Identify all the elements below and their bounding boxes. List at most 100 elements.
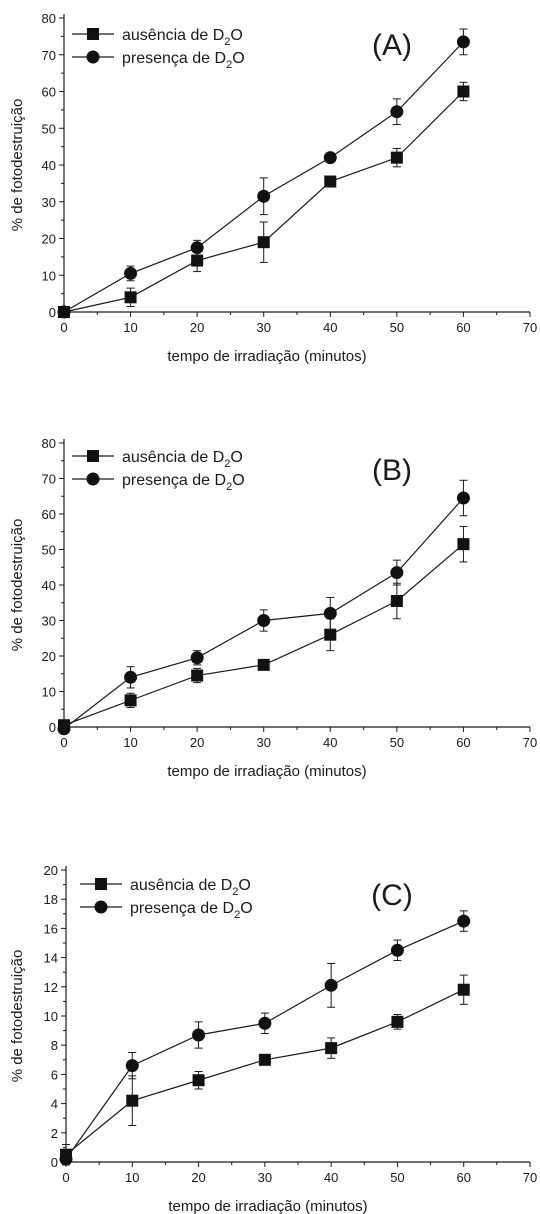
legend-marker-square xyxy=(95,878,107,890)
data-point-square xyxy=(324,628,337,641)
x-tick-label: 40 xyxy=(323,735,337,750)
y-tick-label: 60 xyxy=(42,85,56,100)
y-tick-label: 0 xyxy=(51,1155,58,1170)
series-circle xyxy=(57,28,470,319)
y-tick-label: 20 xyxy=(42,232,56,247)
y-tick-label: 70 xyxy=(42,48,56,63)
data-point-square xyxy=(457,983,470,996)
y-tick-label: 8 xyxy=(51,1038,58,1053)
data-point-circle xyxy=(125,1059,139,1073)
legend-entry: ausência de D2O xyxy=(72,27,243,48)
data-point-circle xyxy=(323,606,337,620)
y-tick-label: 10 xyxy=(42,268,56,283)
x-tick-label: 30 xyxy=(256,320,270,335)
legend-entry: presença de D2O xyxy=(80,900,253,921)
legend-label-subscript: 2 xyxy=(224,36,230,48)
chart-panel-2: 0 10 20 30 40 50 60 70 0 10 20 30 40 50 60 70 80 tempo de… xyxy=(9,436,537,780)
data-point-circle xyxy=(323,151,337,165)
data-point-square xyxy=(390,594,403,607)
x-tick-label: 0 xyxy=(60,735,67,750)
legend-label-text: ausência de D xyxy=(122,449,224,466)
y-tick-label: 50 xyxy=(42,543,56,558)
series-square xyxy=(60,974,470,1166)
data-point-square xyxy=(325,1042,338,1055)
data-point-circle xyxy=(390,943,404,957)
x-tick-label: 20 xyxy=(190,735,204,750)
data-point-circle xyxy=(258,1016,272,1030)
legend-label: ausência de D2O xyxy=(122,449,243,470)
legend-label: ausência de D2O xyxy=(130,877,251,898)
y-tick-label: 30 xyxy=(42,614,56,629)
legend-entry: presença de D2O xyxy=(72,472,245,493)
legend-label: ausência de D2O xyxy=(122,27,243,48)
data-point-square xyxy=(124,694,137,707)
data-point-circle xyxy=(457,914,471,928)
data-point-square xyxy=(257,236,270,249)
y-tick-label: 20 xyxy=(42,649,56,664)
legend-entry: ausência de D2O xyxy=(80,877,251,898)
legend-marker-circle xyxy=(94,900,108,914)
y-tick-label: 20 xyxy=(44,863,58,878)
legend-label: presença de D2O xyxy=(122,50,245,71)
y-tick-label: 40 xyxy=(42,158,56,173)
x-tick-label: 50 xyxy=(390,1170,404,1185)
data-point-circle xyxy=(190,651,204,665)
x-tick-label: 0 xyxy=(60,320,67,335)
x-tick-label: 50 xyxy=(390,735,404,750)
legend-label-subscript: 2 xyxy=(224,458,230,470)
x-axis-label: tempo de irradiação (minutos) xyxy=(167,763,366,780)
data-point-circle xyxy=(124,266,138,280)
y-tick-label: 14 xyxy=(44,951,58,966)
series-line xyxy=(63,41,464,313)
panel-label: (A) xyxy=(372,29,412,62)
panel-label: (B) xyxy=(372,454,412,487)
y-tick-label: 80 xyxy=(42,436,56,451)
data-point-circle xyxy=(257,189,271,203)
legend-marker-square xyxy=(87,28,99,40)
legend-label-text: presença de D xyxy=(122,472,226,489)
data-point-square xyxy=(192,1074,205,1087)
legend-label-text: O xyxy=(232,472,244,489)
y-tick-label: 0 xyxy=(49,720,56,735)
data-point-circle xyxy=(390,105,404,119)
data-point-square xyxy=(391,1015,404,1028)
x-tick-label: 0 xyxy=(62,1170,69,1185)
legend-marker-circle xyxy=(86,50,100,64)
chart-panel-1: 0 10 20 30 40 50 60 70 0 10 20 30 40 50 60 70 80 tempo de… xyxy=(9,11,537,365)
x-tick-label: 60 xyxy=(456,735,470,750)
data-point-circle xyxy=(57,305,71,319)
series-circle xyxy=(57,479,470,736)
x-tick-label: 30 xyxy=(256,735,270,750)
legend-label-subscript: 2 xyxy=(226,59,232,71)
x-tick-label: 20 xyxy=(191,1170,205,1185)
data-point-square xyxy=(191,669,204,682)
data-point-circle xyxy=(124,670,138,684)
x-tick-label: 60 xyxy=(456,1170,470,1185)
data-point-square xyxy=(257,658,270,671)
x-tick-label: 40 xyxy=(324,1170,338,1185)
data-point-square xyxy=(258,1053,271,1066)
x-tick-label: 70 xyxy=(523,735,537,750)
data-point-square xyxy=(126,1094,139,1107)
y-axis-label: % de fotodestruição xyxy=(9,950,26,1083)
legend-marker-circle xyxy=(86,472,100,486)
x-tick-label: 40 xyxy=(323,320,337,335)
data-point-circle xyxy=(192,1028,206,1042)
x-tick-label: 10 xyxy=(123,735,137,750)
data-point-circle xyxy=(324,978,338,992)
legend-label-text: ausência de D xyxy=(130,877,232,894)
data-point-circle xyxy=(390,566,404,580)
y-tick-label: 50 xyxy=(42,121,56,136)
y-tick-label: 70 xyxy=(42,472,56,487)
y-tick-label: 16 xyxy=(44,921,58,936)
data-point-circle xyxy=(190,241,204,255)
legend-label-text: O xyxy=(240,900,252,917)
y-tick-label: 80 xyxy=(42,11,56,26)
series-line xyxy=(63,543,464,726)
data-point-square xyxy=(324,175,337,188)
y-tick-label: 6 xyxy=(51,1067,58,1082)
y-tick-label: 2 xyxy=(51,1126,58,1141)
x-tick-label: 70 xyxy=(523,1170,537,1185)
legend-label-text: O xyxy=(230,449,242,466)
